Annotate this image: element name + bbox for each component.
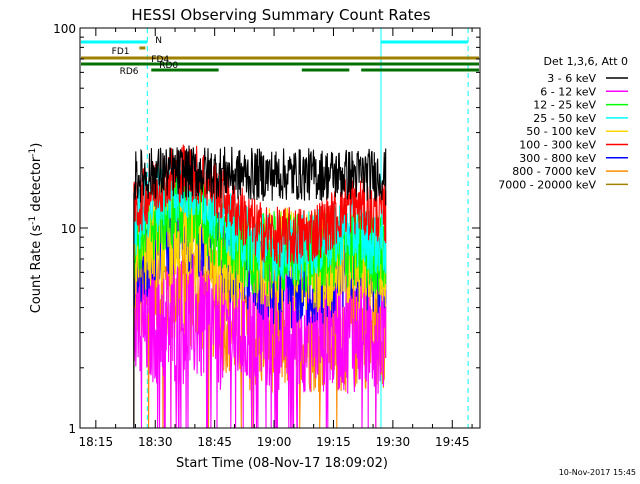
flag-label-fd4: FD4 xyxy=(151,55,169,65)
legend-label: 7000 - 20000 keV xyxy=(498,178,596,191)
legend-label: 50 - 100 keV xyxy=(526,125,596,138)
chart-title: HESSI Observing Summary Count Rates xyxy=(131,6,430,24)
y-tick-label: 100 xyxy=(53,22,76,36)
flag-label-rd0: RD0 xyxy=(159,61,178,71)
y-axis-label: Count Rate (s-1 detector-1) xyxy=(28,143,44,314)
legend-label: 800 - 7000 keV xyxy=(512,165,596,178)
x-tick-label: 19:30 xyxy=(376,435,411,449)
flag-label-fd1: FD1 xyxy=(112,47,130,57)
y-tick-label: 1 xyxy=(68,422,76,436)
y-tick-label: 10 xyxy=(61,222,76,236)
legend-header: Det 1,3,6, Att 0 xyxy=(544,55,628,68)
legend-label: 300 - 800 keV xyxy=(519,152,596,165)
flag-label-n: N xyxy=(155,36,162,46)
x-tick-label: 19:15 xyxy=(316,435,351,449)
legend-label: 6 - 12 keV xyxy=(540,85,596,98)
x-axis-label: Start Time (08-Nov-17 18:09:02) xyxy=(176,456,388,471)
footer-timestamp: 10-Nov-2017 15:45 xyxy=(559,468,636,477)
flag-label-rd6: RD6 xyxy=(120,67,139,77)
legend-label: 25 - 50 keV xyxy=(533,112,596,125)
legend-label: 100 - 300 keV xyxy=(519,139,596,152)
series-line-25-50keV xyxy=(133,156,387,428)
x-tick-label: 18:45 xyxy=(197,435,232,449)
x-tick-label: 18:15 xyxy=(79,435,114,449)
x-tick-label: 19:45 xyxy=(435,435,470,449)
legend-label: 12 - 25 keV xyxy=(533,99,596,112)
x-tick-label: 18:30 xyxy=(138,435,173,449)
x-tick-label: 19:00 xyxy=(257,435,292,449)
legend-label: 3 - 6 keV xyxy=(547,72,596,85)
series-line-3-6keV xyxy=(133,145,387,428)
